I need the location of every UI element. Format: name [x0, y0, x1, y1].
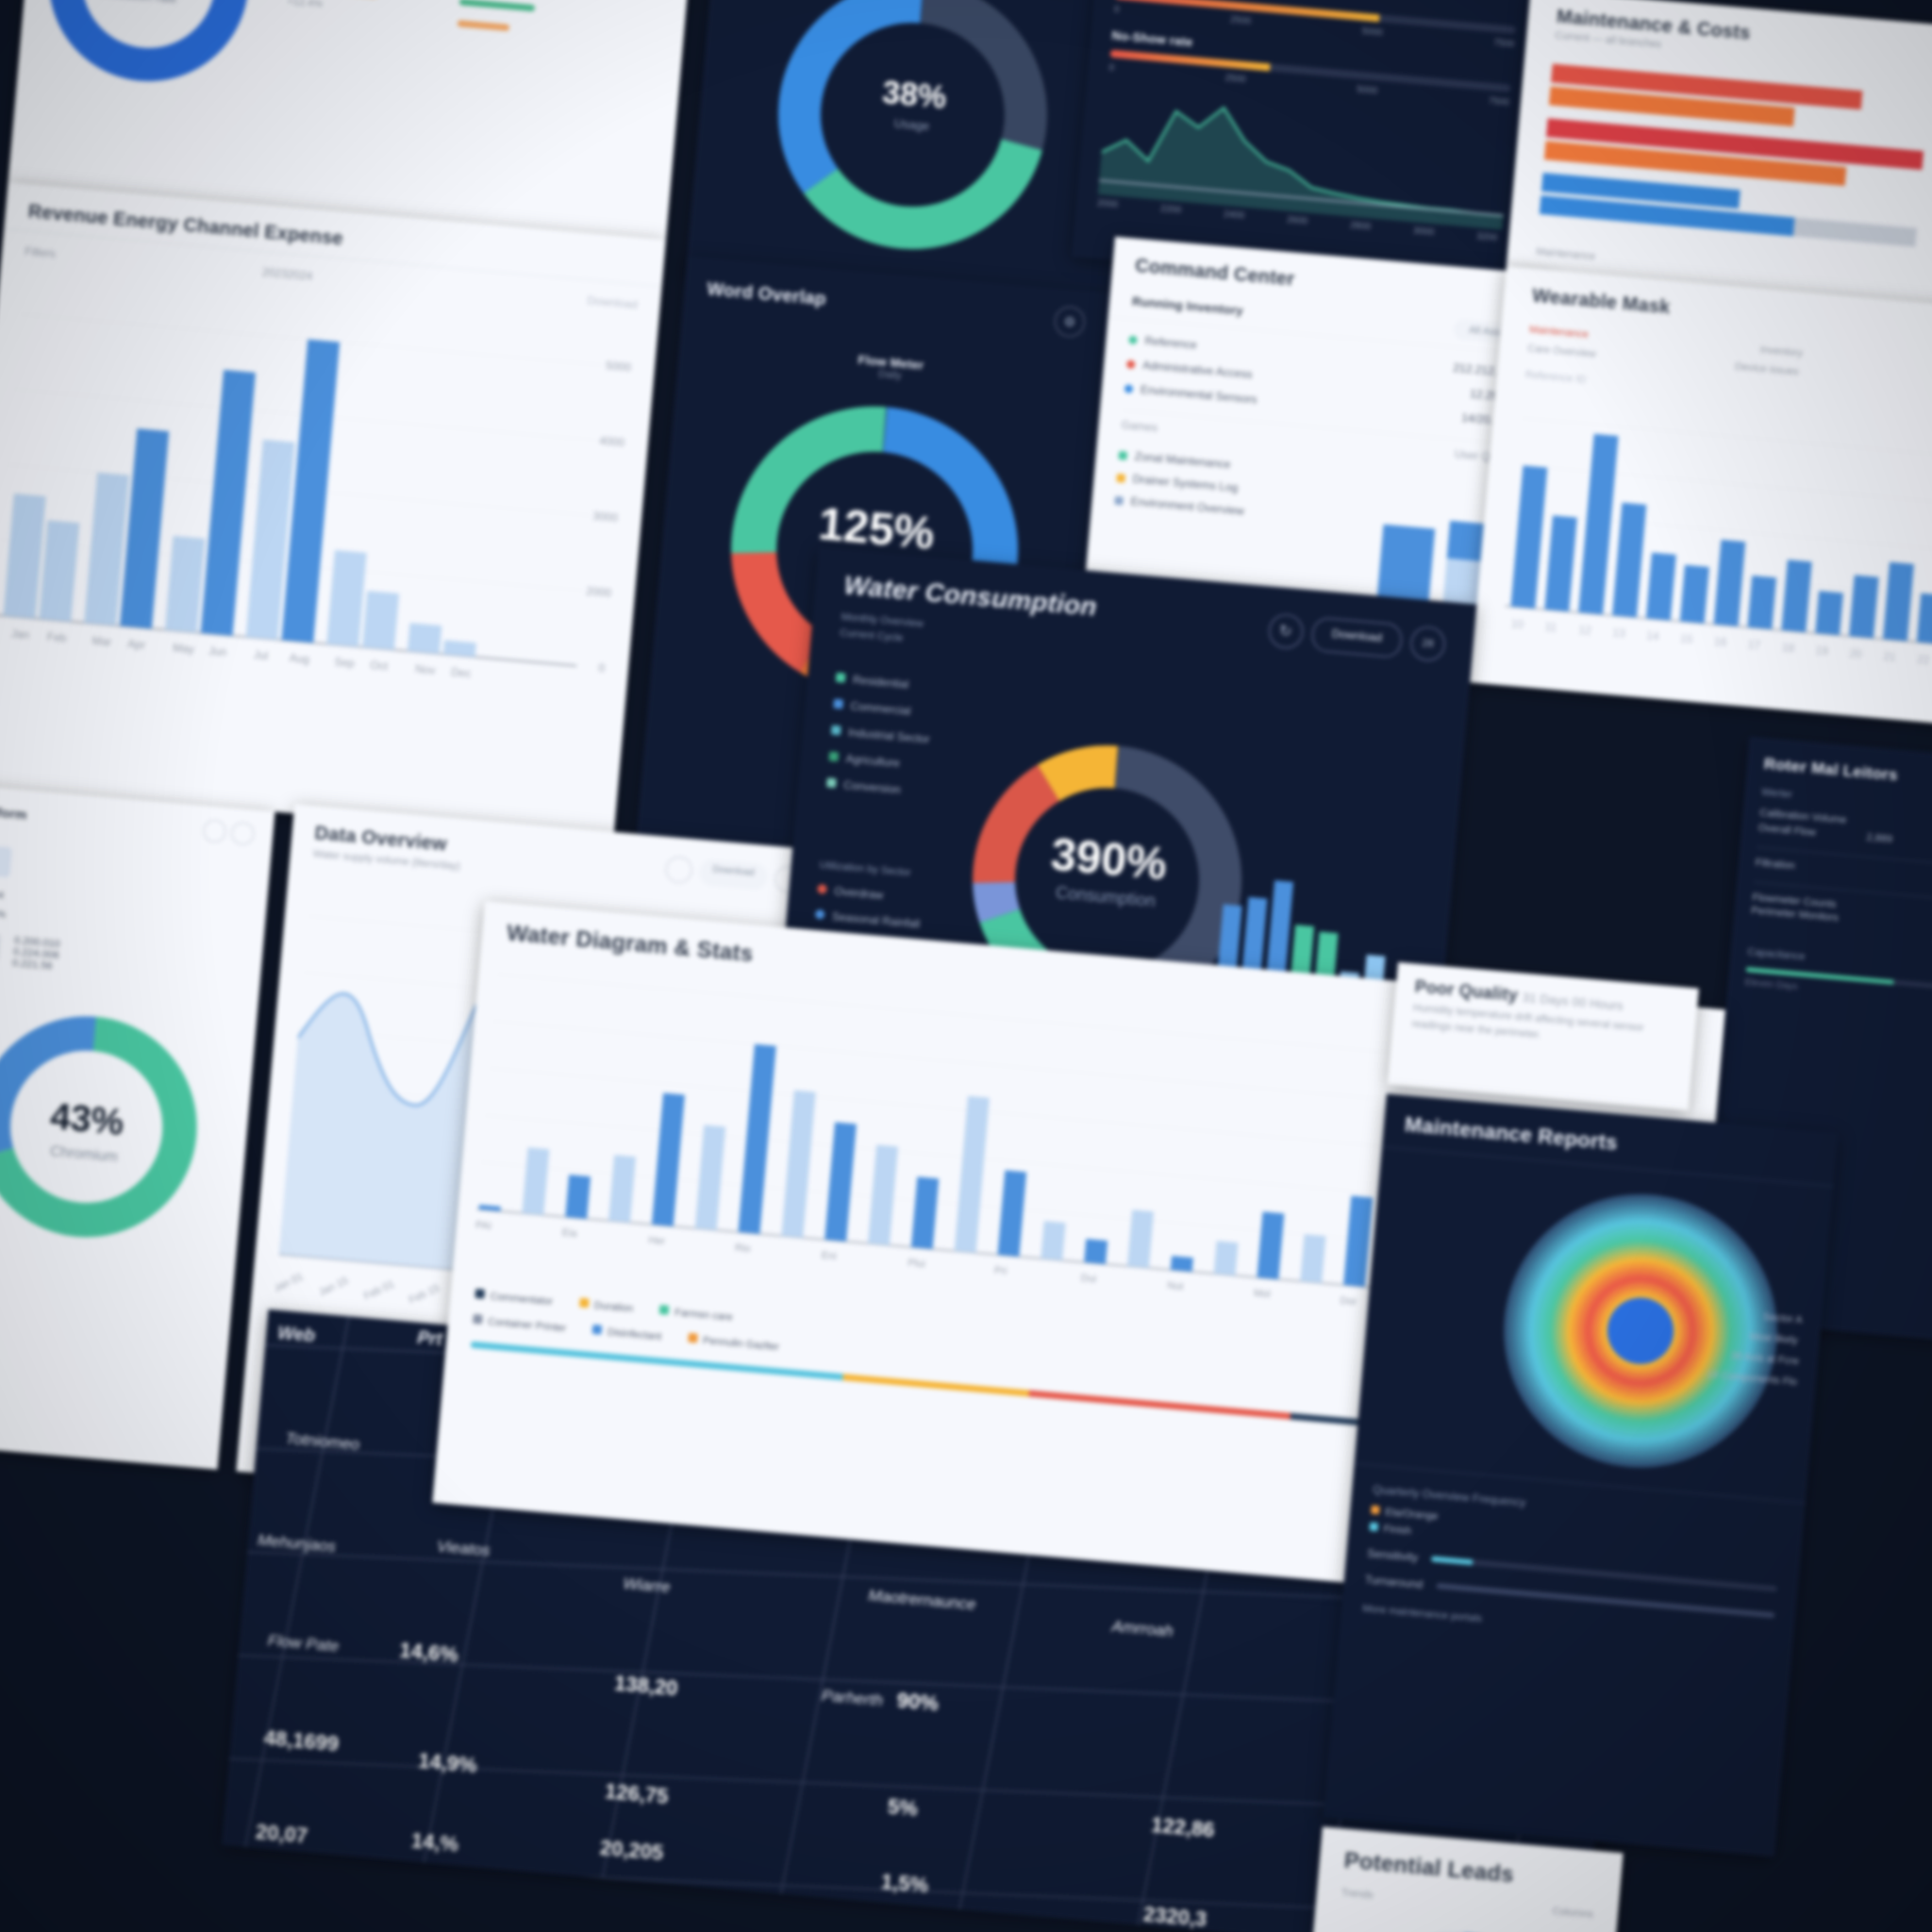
svg-text:Feb 01: Feb 01: [362, 1278, 396, 1302]
svg-text:Feb: Feb: [46, 630, 67, 645]
svg-text:4000: 4000: [599, 434, 625, 449]
svg-text:May: May: [173, 641, 195, 656]
svg-text:30: 30: [471, 1109, 479, 1122]
svg-text:11: 11: [1544, 620, 1557, 634]
svg-text:10: 10: [1510, 617, 1524, 631]
svg-text:750: 750: [266, 1133, 282, 1148]
svg-text:13: 13: [1612, 625, 1626, 640]
svg-text:2000: 2000: [275, 907, 302, 922]
svg-text:Sep: Sep: [334, 655, 356, 670]
svg-text:20,07: 20,07: [255, 1820, 308, 1848]
svg-text:2320,3: 2320,3: [1142, 1902, 1208, 1931]
svg-text:14,6%: 14,6%: [398, 1638, 458, 1666]
svg-text:Web: Web: [276, 1324, 316, 1346]
svg-text:500: 500: [266, 1189, 277, 1204]
svg-text:Flow Pate: Flow Pate: [267, 1631, 340, 1656]
svg-text:Jan 01: Jan 01: [272, 1271, 305, 1294]
svg-text:48,1699: 48,1699: [263, 1725, 340, 1756]
svg-text:Jun: Jun: [208, 644, 227, 659]
svg-text:Rio: Rio: [735, 1242, 751, 1255]
svg-text:Prt: Prt: [417, 1328, 444, 1350]
svg-text:20: 20: [480, 968, 492, 980]
svg-text:Mar: Mar: [92, 634, 112, 649]
svg-text:Jul: Jul: [253, 648, 269, 662]
svg-text:1000: 1000: [266, 1075, 288, 1091]
svg-text:Eia: Eia: [561, 1227, 578, 1240]
svg-text:0: 0: [598, 661, 606, 675]
svg-text:5%: 5%: [887, 1794, 919, 1821]
svg-text:126,75: 126,75: [604, 1779, 669, 1808]
svg-text:Dui: Dui: [1080, 1273, 1096, 1285]
svg-text:90%: 90%: [896, 1689, 940, 1716]
svg-text:Pri: Pri: [993, 1265, 1007, 1277]
svg-text:5000: 5000: [606, 358, 632, 374]
svg-text:19: 19: [471, 1156, 475, 1168]
svg-text:138,20: 138,20: [613, 1671, 678, 1700]
svg-text:20: 20: [1849, 646, 1863, 660]
svg-text:390%: 390%: [1049, 830, 1169, 890]
svg-text:122,86: 122,86: [1150, 1813, 1215, 1842]
svg-text:19: 19: [1815, 643, 1829, 658]
svg-text:Mehunjaos: Mehunjaos: [257, 1531, 337, 1556]
svg-text:0: 0: [471, 1204, 472, 1215]
svg-text:Eni: Eni: [821, 1250, 837, 1262]
svg-text:43%: 43%: [48, 1096, 125, 1143]
svg-text:Nut: Nut: [1167, 1280, 1184, 1292]
svg-text:30: 30: [475, 1015, 488, 1027]
svg-text:80: 80: [472, 1062, 484, 1074]
svg-text:14: 14: [1646, 629, 1660, 643]
svg-text:Nov: Nov: [415, 662, 436, 677]
svg-text:Mol: Mol: [1253, 1288, 1271, 1301]
svg-text:15: 15: [1680, 632, 1694, 646]
svg-text:20,205: 20,205: [599, 1836, 664, 1865]
svg-text:14,%: 14,%: [410, 1828, 459, 1856]
svg-text:Dor: Dor: [1340, 1295, 1357, 1308]
svg-text:1500: 1500: [271, 963, 297, 978]
svg-text:Parherth: Parherth: [821, 1687, 884, 1710]
svg-text:Apr: Apr: [127, 637, 146, 652]
svg-text:0: 0: [266, 1246, 273, 1260]
svg-text:Chromium: Chromium: [49, 1143, 118, 1165]
svg-text:Jan 15: Jan 15: [317, 1275, 350, 1299]
svg-text:1,5%: 1,5%: [880, 1870, 929, 1897]
svg-text:Plui: Plui: [908, 1257, 925, 1271]
svg-text:Oct: Oct: [370, 658, 389, 674]
svg-text:Amrroah: Amrroah: [1110, 1617, 1174, 1641]
svg-text:Dec: Dec: [450, 665, 471, 680]
svg-text:17: 17: [1747, 638, 1761, 652]
svg-text:PAI: PAI: [475, 1220, 492, 1232]
svg-text:Maotrernaunce: Maotrernaunce: [868, 1587, 977, 1614]
svg-text:12: 12: [1578, 623, 1592, 637]
svg-text:22: 22: [1917, 653, 1931, 667]
svg-text:Wiarre: Wiarre: [623, 1574, 671, 1596]
svg-text:Aug: Aug: [289, 651, 309, 666]
svg-text:1250: 1250: [266, 1020, 292, 1035]
svg-text:Vieatos: Vieatos: [436, 1538, 491, 1560]
svg-text:Jan: Jan: [10, 626, 30, 641]
svg-text:21: 21: [1883, 650, 1897, 664]
svg-text:18: 18: [1781, 641, 1795, 655]
svg-text:Feb 15: Feb 15: [408, 1282, 441, 1306]
svg-text:2000: 2000: [586, 584, 612, 599]
svg-text:14,9%: 14,9%: [417, 1749, 477, 1777]
svg-text:16: 16: [1713, 635, 1727, 649]
svg-text:3000: 3000: [592, 509, 619, 525]
svg-text:Her: Her: [648, 1235, 666, 1248]
